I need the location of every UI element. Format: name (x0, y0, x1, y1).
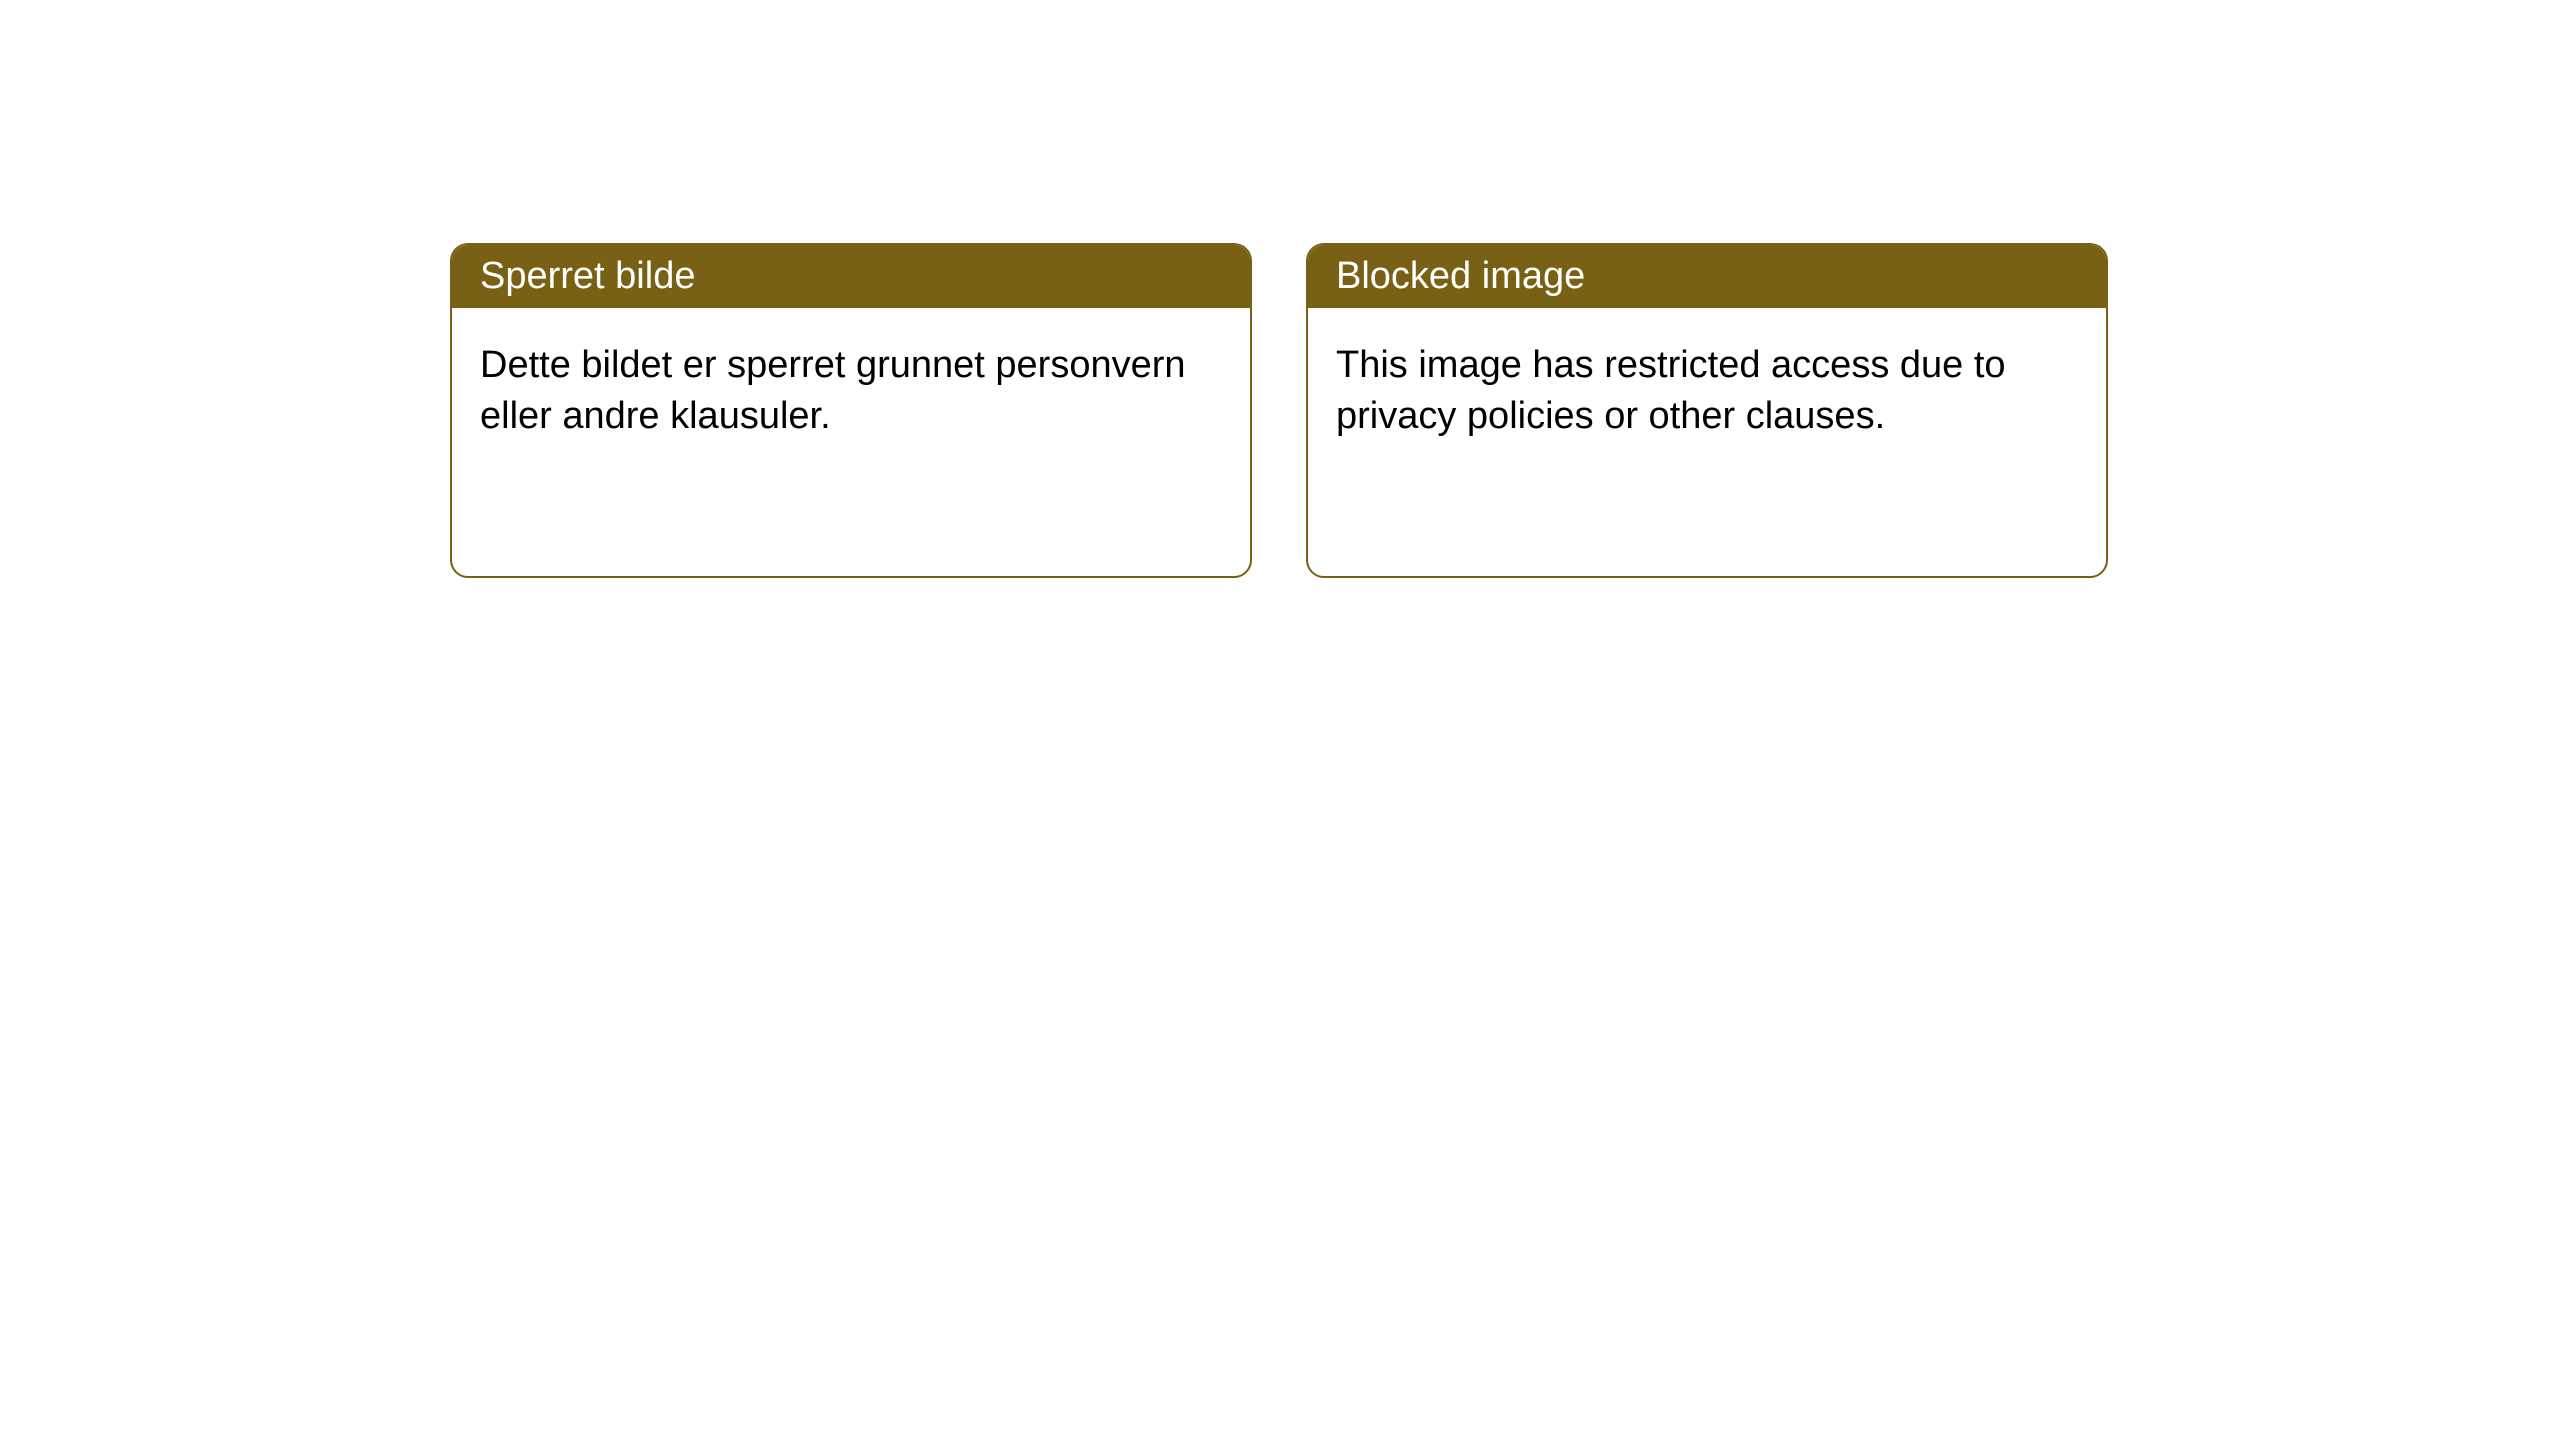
notice-card-norwegian: Sperret bilde Dette bildet er sperret gr… (450, 243, 1252, 578)
card-title: Blocked image (1336, 255, 1585, 297)
notice-container: Sperret bilde Dette bildet er sperret gr… (450, 243, 2108, 578)
card-body-norwegian: Dette bildet er sperret grunnet personve… (452, 308, 1250, 475)
card-header-english: Blocked image (1308, 245, 2106, 308)
card-title: Sperret bilde (480, 255, 695, 297)
notice-card-english: Blocked image This image has restricted … (1306, 243, 2108, 578)
card-body-text: This image has restricted access due to … (1336, 344, 2006, 437)
card-body-english: This image has restricted access due to … (1308, 308, 2106, 475)
card-body-text: Dette bildet er sperret grunnet personve… (480, 344, 1186, 437)
card-header-norwegian: Sperret bilde (452, 245, 1250, 308)
